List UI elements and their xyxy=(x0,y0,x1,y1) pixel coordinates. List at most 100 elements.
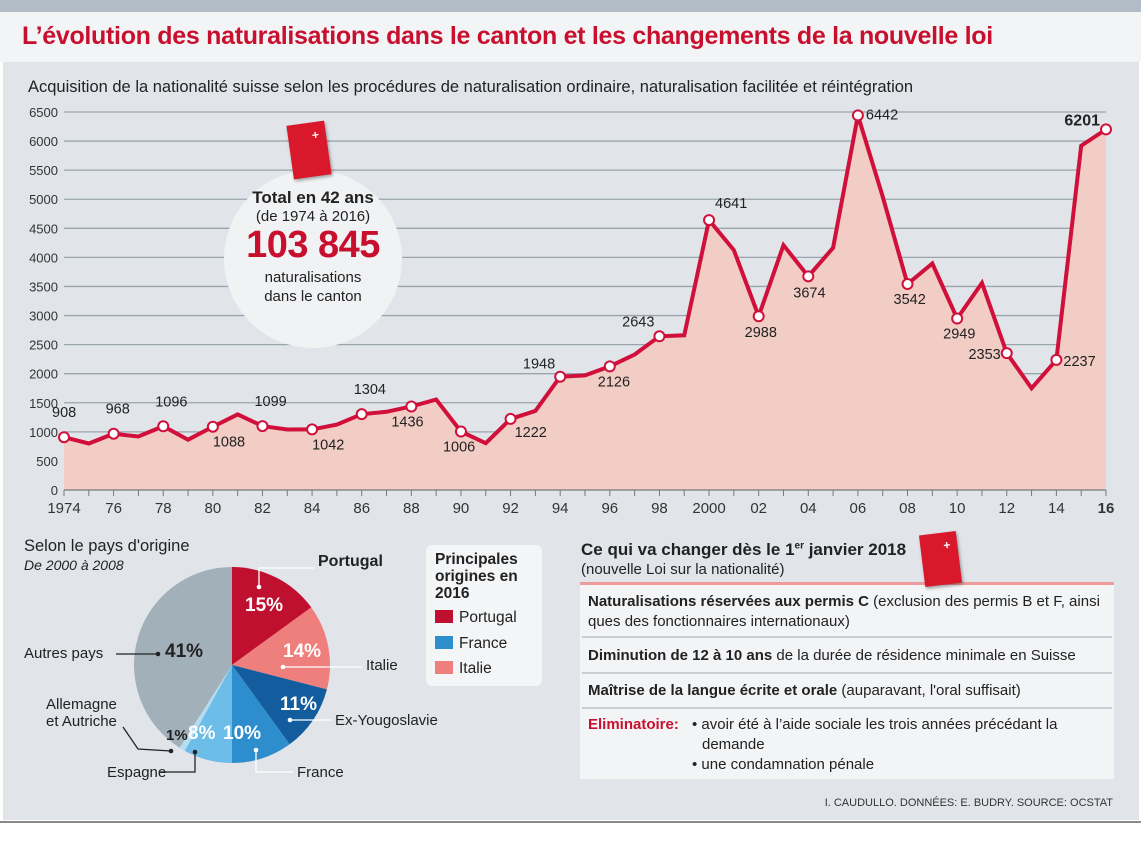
eliminatoire-item-2: • une condamnation pénale xyxy=(692,756,875,773)
data-point xyxy=(306,423,319,436)
eliminatoire-label: Eliminatoire: xyxy=(588,716,679,733)
law-title-sup: er xyxy=(794,540,804,552)
leader-line xyxy=(255,750,293,773)
pie-title: Selon le pays d'origine xyxy=(24,537,190,555)
data-label: 1436 xyxy=(391,414,423,430)
pie-pct-autres: 41% xyxy=(165,641,204,662)
y-tick-label: 2500 xyxy=(29,338,58,353)
data-label: 1096 xyxy=(155,394,187,410)
data-label: 4641 xyxy=(715,196,747,212)
x-tick-label: 08 xyxy=(899,500,916,517)
y-tick-label: 6000 xyxy=(29,134,58,149)
total-callout: Total en 42 ans (de 1974 à 2016) 103 845… xyxy=(224,170,402,348)
row-divider xyxy=(582,672,1112,674)
y-tick-label: 6500 xyxy=(29,105,58,120)
y-tick-label: 5000 xyxy=(29,192,58,207)
law-title-text-2: janvier 2018 xyxy=(803,540,907,559)
data-point xyxy=(206,420,219,433)
leader-line xyxy=(160,752,196,773)
data-point xyxy=(951,312,964,325)
page-title: L’évolution des naturalisations dans le … xyxy=(22,22,993,50)
y-tick-label: 4500 xyxy=(29,221,58,236)
data-label: 6442 xyxy=(866,107,898,123)
y-tick-label: 2000 xyxy=(29,367,58,382)
total-heading: Total en 42 ans xyxy=(252,188,374,207)
x-tick-label: 94 xyxy=(552,500,569,517)
divider xyxy=(0,821,1141,823)
data-point xyxy=(653,330,666,343)
leader-dot xyxy=(287,717,293,723)
x-tick-label: 80 xyxy=(205,500,222,517)
y-tick-label: 500 xyxy=(36,454,58,469)
pie-slice-espagne xyxy=(184,665,232,763)
data-point xyxy=(405,400,418,413)
pie-label-autres: Autres pays xyxy=(24,645,104,662)
data-point xyxy=(554,370,567,383)
x-tick-label: 82 xyxy=(254,500,271,517)
pie-slice-italie xyxy=(232,607,330,690)
row-divider xyxy=(582,707,1112,709)
swiss-passport-icon: + xyxy=(918,530,963,588)
total-period: (de 1974 à 2016) xyxy=(255,208,371,225)
data-point xyxy=(901,278,914,291)
pie-label-ex-yougoslavie: Ex-Yougoslavie xyxy=(335,712,438,729)
total-value: 103 845 xyxy=(246,224,380,266)
pie-slice-portugal xyxy=(232,567,312,665)
change-bold: Naturalisations réservées aux permis C xyxy=(588,593,869,610)
data-point xyxy=(802,270,815,283)
x-tick-label: 14 xyxy=(1048,500,1065,517)
credit: I. CAUDULLO. DONNÉES: E. BUDRY. SOURCE: … xyxy=(824,797,1113,809)
data-point xyxy=(256,420,269,433)
leader-dot xyxy=(253,747,259,753)
y-tick-label: 3000 xyxy=(29,309,58,324)
pie-pct-allemagne: 1% xyxy=(166,727,188,744)
x-tick-label: 06 xyxy=(850,500,867,517)
law-divider xyxy=(580,582,1114,585)
pie-label-allemagne-1: Allemagne xyxy=(46,696,117,713)
legend-swatch xyxy=(435,661,453,674)
y-tick-label: 1500 xyxy=(29,396,58,411)
total-text: naturalisations dans le canton xyxy=(224,268,402,306)
data-label: 1042 xyxy=(312,437,344,453)
change-residence: Diminution de 12 à 10 ans de la durée de… xyxy=(588,646,1110,666)
data-label: 2949 xyxy=(943,327,975,343)
data-label: 968 xyxy=(106,402,130,418)
pie-label-italie: Italie xyxy=(366,657,398,674)
eliminatoire-text: avoir été à l’aide sociale les trois ann… xyxy=(701,716,1058,753)
law-changes-box: Naturalisations réservées aux permis C (… xyxy=(580,585,1114,779)
data-point xyxy=(1100,123,1112,136)
change-text: de la durée de résidence minimale en Sui… xyxy=(772,647,1076,664)
leader-line xyxy=(258,567,314,587)
data-label: 1948 xyxy=(523,357,555,373)
data-label: 2237 xyxy=(1063,354,1095,370)
pie-label-allemagne-2: et Autriche xyxy=(46,713,117,730)
total-text-1: naturalisations xyxy=(264,269,362,286)
x-tick-label: 88 xyxy=(403,500,420,517)
data-label: 1088 xyxy=(213,435,245,451)
y-tick-label: 0 xyxy=(51,483,58,498)
data-point xyxy=(1050,353,1063,366)
pie-pct-espagne: 8% xyxy=(188,723,216,744)
data-point xyxy=(1000,347,1013,360)
data-point xyxy=(603,360,616,373)
x-tick-label: 78 xyxy=(155,500,172,517)
data-point xyxy=(703,214,716,227)
area-fill xyxy=(64,115,1106,490)
change-text: (exclusion des permis B et F, ainsi ques… xyxy=(588,593,1100,630)
data-label: 2643 xyxy=(622,314,654,330)
x-tick-label: 98 xyxy=(651,500,668,517)
eliminatoire-item-1: • avoir été à l’aide sociale les trois a… xyxy=(692,716,1058,753)
law-title-text: Ce qui va changer dès le 1 xyxy=(581,540,795,559)
data-label: 6201 xyxy=(1064,112,1100,129)
data-point xyxy=(107,427,120,440)
x-tick-label: 04 xyxy=(800,500,817,517)
y-tick-label: 5500 xyxy=(29,163,58,178)
legend-item-italie: Italie xyxy=(435,660,492,678)
leader-dot xyxy=(168,748,174,754)
legend-swatch xyxy=(435,636,453,649)
data-label: 2988 xyxy=(745,325,777,341)
x-tick-label: 16 xyxy=(1098,500,1115,517)
pie-pct-france: 10% xyxy=(223,723,262,744)
pie-subtitle: De 2000 à 2008 xyxy=(24,557,124,573)
data-point xyxy=(752,310,765,323)
